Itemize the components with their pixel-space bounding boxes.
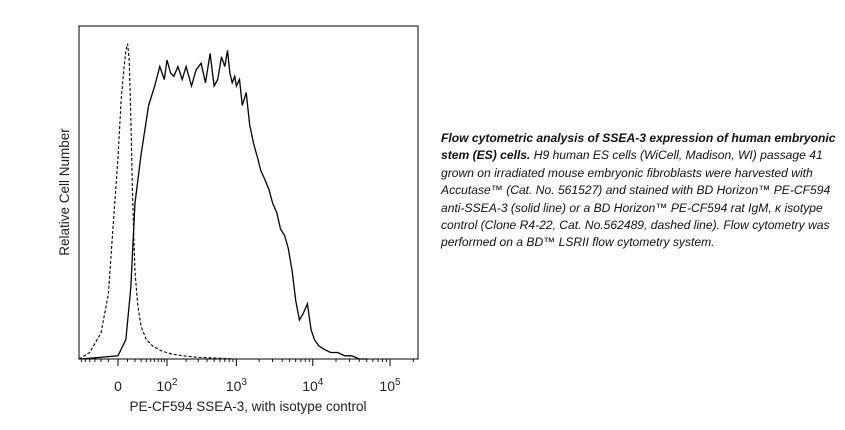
caption-body: H9 human ES cells (WiCell, Madison, WI) … xyxy=(441,148,831,250)
figure-caption: Flow cytometric analysis of SSEA-3 expre… xyxy=(441,130,836,252)
x-tick-label: 103 xyxy=(226,377,248,394)
plot-frame xyxy=(78,25,419,360)
x-axis-major-ticks xyxy=(117,359,391,366)
x-tick-label: 0 xyxy=(114,378,122,394)
x-tick-label: 105 xyxy=(379,377,401,394)
x-tick-label: 104 xyxy=(302,377,324,394)
x-tick-label: 102 xyxy=(156,377,178,394)
caption-lead: Flow cytometric analysis of SSEA-3 expre… xyxy=(441,131,836,163)
isotype-control-dashed-line xyxy=(78,43,260,360)
x-axis-tick-labels: 0 102 103 104 105 xyxy=(114,377,401,394)
x-axis-label: PE-CF594 SSEA-3, with isotype control xyxy=(129,399,366,414)
anti-ssea3-solid-line xyxy=(81,50,367,360)
y-axis-label: Relative Cell Number xyxy=(57,128,72,256)
